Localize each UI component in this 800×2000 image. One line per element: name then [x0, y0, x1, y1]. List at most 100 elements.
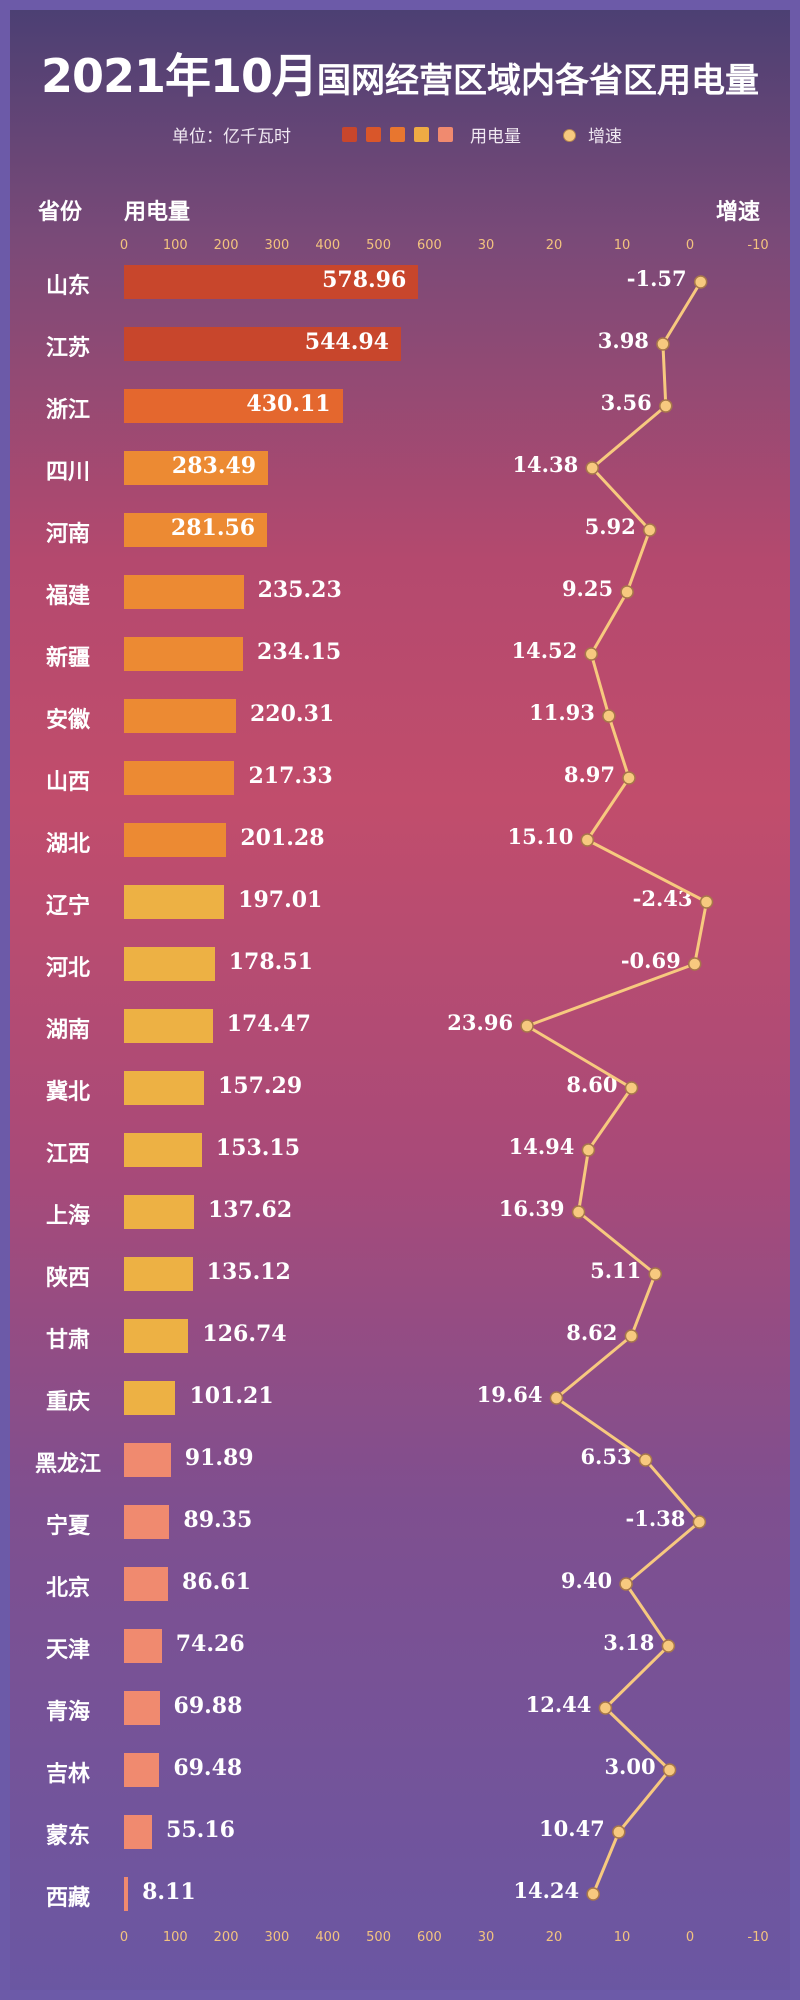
- legend-bar-label: 用电量: [470, 127, 521, 147]
- bar-axis-tick: 500: [366, 1930, 391, 1945]
- header-growth: 增速: [716, 199, 761, 225]
- legend-swatch: [438, 127, 453, 142]
- bar-axis-tick: 0: [119, 1930, 129, 1945]
- header-volume: 用电量: [124, 199, 191, 225]
- volume-bar: [124, 1257, 193, 1291]
- province-label: 四川: [45, 459, 90, 485]
- growth-point: [619, 1577, 633, 1591]
- province-label: 安徽: [45, 707, 90, 733]
- volume-value-label: 8.11: [142, 1879, 196, 1905]
- volume-value-label: 178.51: [228, 949, 313, 975]
- province-label: 辽宁: [45, 893, 90, 919]
- growth-line: [525, 281, 709, 1895]
- growth-point: [585, 461, 599, 475]
- growth-axis-tick: 30: [477, 238, 495, 253]
- growth-axis-tick: 20: [545, 238, 563, 253]
- volume-bar: [124, 885, 225, 919]
- volume-value-label: 89.35: [183, 1507, 253, 1533]
- volume-bar: [124, 389, 343, 423]
- growth-point: [692, 1515, 707, 1529]
- bar-axis-tick: 400: [315, 238, 341, 253]
- growth-value-label: 6.53: [580, 1444, 632, 1469]
- growth-axis-tick: 10: [613, 238, 631, 253]
- volume-bar: [124, 1505, 170, 1539]
- province-label: 江西: [45, 1141, 90, 1167]
- volume-bar: [124, 513, 268, 547]
- growth-value-label: 8.62: [566, 1320, 618, 1345]
- growth-point: [661, 1639, 676, 1653]
- volume-value-label: 74.26: [175, 1631, 245, 1657]
- volume-value-label: 86.61: [182, 1569, 251, 1595]
- volume-bar: [124, 1443, 171, 1477]
- volume-bar: [124, 1009, 213, 1043]
- growth-point: [620, 585, 634, 599]
- volume-value-label: 197.01: [238, 887, 323, 913]
- growth-value-label: 8.97: [563, 762, 615, 787]
- volume-value-label: 544.94: [304, 329, 389, 355]
- growth-value-label: -1.57: [626, 266, 687, 291]
- volume-value-label: 235.23: [257, 577, 342, 603]
- growth-axis-tick: 30: [477, 1930, 495, 1945]
- bar-axis-tick: 200: [213, 238, 239, 253]
- growth-point: [598, 1701, 613, 1715]
- growth-point: [648, 1267, 663, 1281]
- volume-value-label: 69.88: [173, 1693, 243, 1719]
- volume-value-label: 201.28: [240, 825, 325, 851]
- volume-bar: [124, 1691, 160, 1725]
- volume-value-label: 153.15: [215, 1135, 301, 1161]
- bar-axis-tick: 500: [366, 238, 391, 253]
- growth-point: [624, 1329, 639, 1343]
- province-label: 青海: [45, 1699, 90, 1725]
- volume-bar: [124, 1195, 194, 1229]
- growth-value-label: 3.18: [603, 1630, 655, 1655]
- growth-axis-tick: 10: [613, 1930, 631, 1945]
- volume-value-label: 283.49: [171, 453, 257, 479]
- growth-axis-tick: 20: [545, 1930, 563, 1945]
- growth-value-label: 9.40: [560, 1568, 613, 1593]
- province-label: 河北: [45, 955, 90, 981]
- province-label: 陕西: [45, 1265, 90, 1291]
- growth-point: [687, 957, 702, 971]
- volume-value-label: 101.21: [189, 1383, 274, 1409]
- growth-axis-tick: -10: [747, 238, 769, 253]
- header-province: 省份: [38, 199, 83, 225]
- volume-value-label: 126.74: [202, 1321, 287, 1347]
- volume-bar: [124, 823, 227, 857]
- volume-value-label: 91.89: [184, 1445, 254, 1471]
- volume-value-label: 578.96: [322, 267, 407, 293]
- volume-bar: [124, 947, 215, 981]
- bar-axis-tick: 600: [417, 1930, 442, 1945]
- growth-value-label: 3.56: [600, 390, 652, 415]
- growth-value-label: -1.38: [625, 1506, 686, 1531]
- volume-bar: [124, 761, 235, 795]
- growth-value-label: 5.92: [584, 514, 636, 539]
- bar-axis-tick: 0: [119, 238, 129, 253]
- province-label: 北京: [45, 1575, 90, 1601]
- growth-value-label: 5.11: [590, 1258, 642, 1283]
- province-label: 西藏: [45, 1885, 90, 1911]
- growth-point: [624, 1081, 639, 1095]
- volume-value-label: 430.11: [246, 391, 331, 417]
- growth-point: [662, 1763, 677, 1777]
- growth-value-label: 16.39: [498, 1196, 565, 1221]
- province-label: 新疆: [45, 645, 90, 671]
- volume-bar: [124, 1567, 169, 1601]
- title-rest: 国网经营区域内各省区用电量: [317, 61, 760, 101]
- growth-point: [571, 1205, 586, 1219]
- growth-point: [581, 1143, 596, 1157]
- volume-bar: [124, 1319, 189, 1353]
- bar-axis-tick: 100: [162, 238, 188, 253]
- province-label: 天津: [45, 1637, 90, 1663]
- bar-axis-tick: 200: [213, 1930, 239, 1945]
- growth-point: [642, 523, 657, 537]
- province-label: 吉林: [45, 1761, 90, 1787]
- growth-value-label: 11.93: [529, 700, 595, 725]
- growth-point: [520, 1019, 534, 1033]
- volume-value-label: 217.33: [248, 763, 333, 789]
- province-label: 山东: [45, 273, 90, 299]
- volume-bar: [124, 1629, 162, 1663]
- chart-title: 2021年10月国网经营区域内各省区用电量: [0, 40, 800, 106]
- growth-value-label: 14.24: [513, 1878, 580, 1903]
